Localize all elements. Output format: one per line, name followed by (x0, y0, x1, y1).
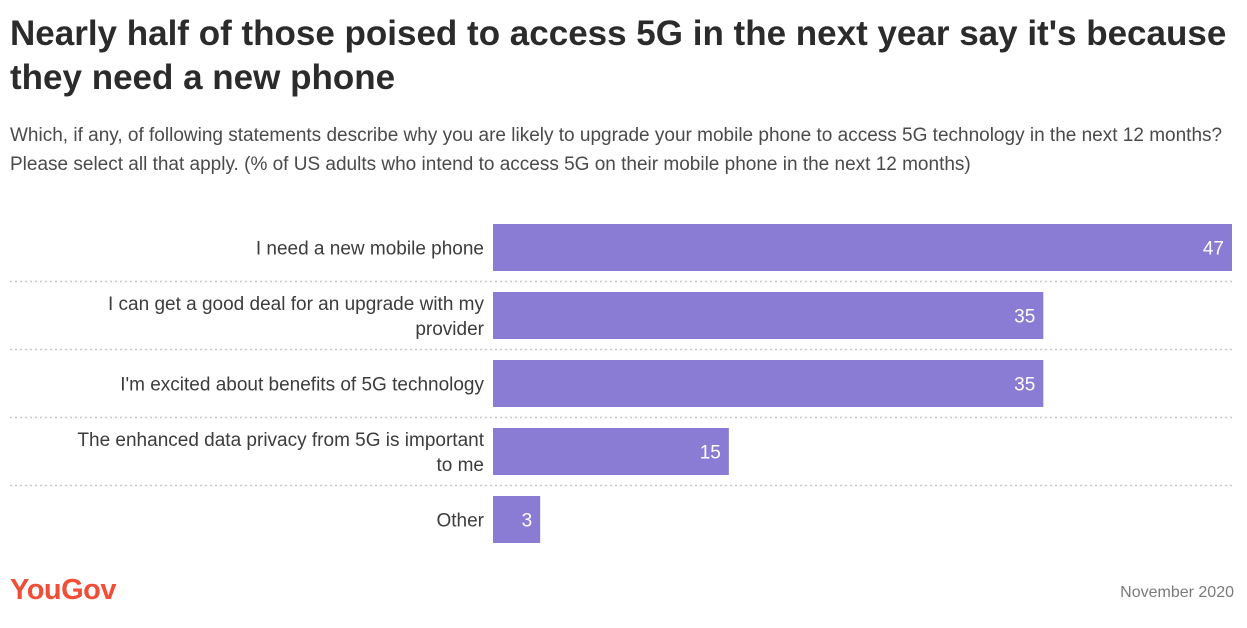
yougov-logo: YouGov (10, 574, 117, 606)
bar-value-label: 35 (1014, 307, 1035, 328)
bar-chart: 47 I need a new mobile phone 35 I can get a… (10, 224, 1232, 543)
chart-title: Nearly half of those poised to access 5G… (10, 14, 1227, 97)
bar-value-label: 15 (700, 443, 721, 464)
category-label: The enhanced data privacy from 5G is imp… (77, 430, 484, 451)
bar-4 (493, 428, 729, 475)
category-label: to me (436, 455, 484, 476)
bar-1 (493, 224, 1232, 271)
category-label: I'm excited about benefits of 5G technol… (120, 375, 484, 396)
category-label: I can get a good deal for an upgrade wit… (108, 294, 485, 315)
chart-date: November 2020 (1120, 584, 1234, 601)
category-label: provider (415, 319, 484, 340)
bar-value-label: 35 (1014, 375, 1035, 396)
bar-value-label: 3 (522, 511, 533, 532)
chart-subtitle: Which, if any, of following statements d… (10, 125, 1223, 175)
category-label: Other (436, 511, 484, 532)
bar-2 (493, 292, 1044, 339)
bar-value-label: 47 (1203, 239, 1224, 260)
bar-3 (493, 360, 1044, 407)
category-label: I need a new mobile phone (256, 239, 484, 260)
bar-5 (493, 496, 541, 543)
